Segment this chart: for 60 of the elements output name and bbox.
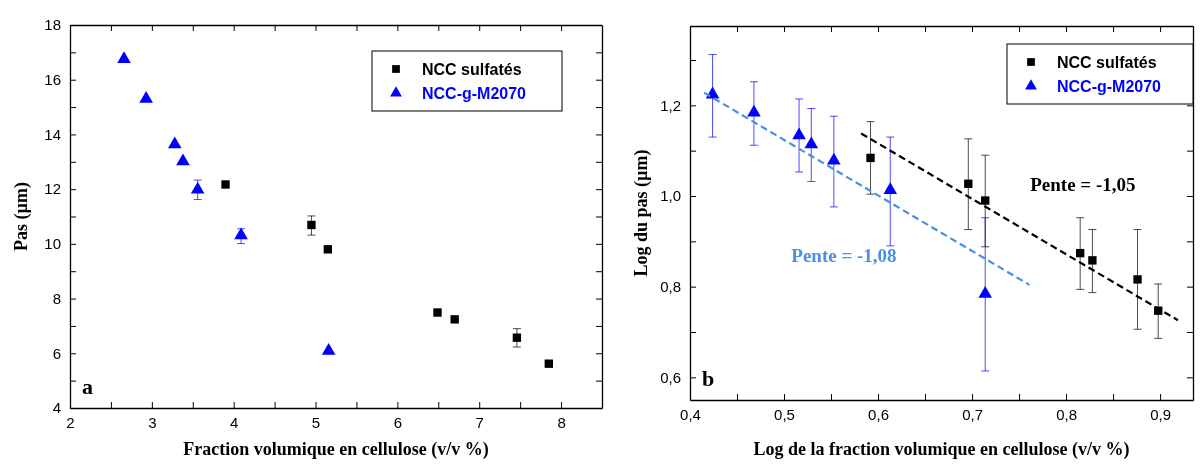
x-tick-label: 7 [475,413,484,431]
point [433,308,442,317]
y-tick-label: 1,2 [660,96,681,114]
point [190,181,205,194]
y-axis-title: Log du pas (µm) [631,149,652,277]
point [981,196,990,205]
point [866,153,875,163]
y-tick-label: 10 [44,235,61,253]
x-tick-label: 0,6 [868,405,889,423]
point [1133,275,1142,284]
point [964,179,973,188]
point [747,104,761,117]
legend-label: NCC-g-M2070 [1057,77,1162,95]
point [176,153,190,166]
y-tick-label: 14 [44,125,61,143]
annotation: Pente = -1,05 [1030,173,1136,195]
point [234,227,248,240]
x-tick-label: 2 [66,413,75,431]
legend-label: NCC-g-M2070 [422,84,527,102]
legend-label: NCC sulfatés [422,60,522,78]
point [139,91,153,103]
x-tick-label: 4 [230,413,239,431]
y-axis-title: Pas (µm) [11,182,32,251]
y-tick-label: 12 [44,180,61,198]
x-axis-title: Log de la fraction volumique en cellulose (v/v %) [753,439,1130,460]
point [804,136,819,149]
x-tick-label: 8 [557,413,566,431]
point [323,245,332,254]
x-tick-label: 0,8 [1056,405,1077,423]
point [544,359,553,368]
point [792,127,806,140]
x-tick-label: 0,5 [774,405,795,423]
point [1075,248,1085,258]
point [221,180,230,189]
point [307,220,316,230]
x-tick-label: 0,9 [1150,405,1172,423]
x-tick-label: 5 [311,413,321,431]
point [117,51,131,64]
annotation: a [82,374,93,399]
x-axis-title: Fraction volumique en cellulose (v/v %) [183,439,489,460]
x-tick-label: 0,4 [680,405,701,423]
x-tick-label: 6 [393,413,403,431]
y-tick-label: 1,0 [660,187,681,205]
y-tick-label: 16 [44,71,61,89]
point [512,333,522,342]
y-tick-label: 18 [44,16,61,34]
point [167,136,182,149]
annotation: b [702,366,715,391]
point [883,182,898,195]
point [450,315,459,324]
x-tick-label: 0,7 [962,405,983,423]
legend-label: NCC sulfatés [1057,53,1157,71]
y-tick-label: 0,8 [660,277,681,295]
y-tick-label: 0,6 [660,368,681,386]
annotation: Pente = -1,08 [791,244,897,266]
y-tick-label: 8 [52,289,61,307]
point [827,152,841,165]
point [1088,256,1097,265]
x-tick-label: 3 [148,413,157,431]
y-tick-label: 6 [52,344,61,362]
